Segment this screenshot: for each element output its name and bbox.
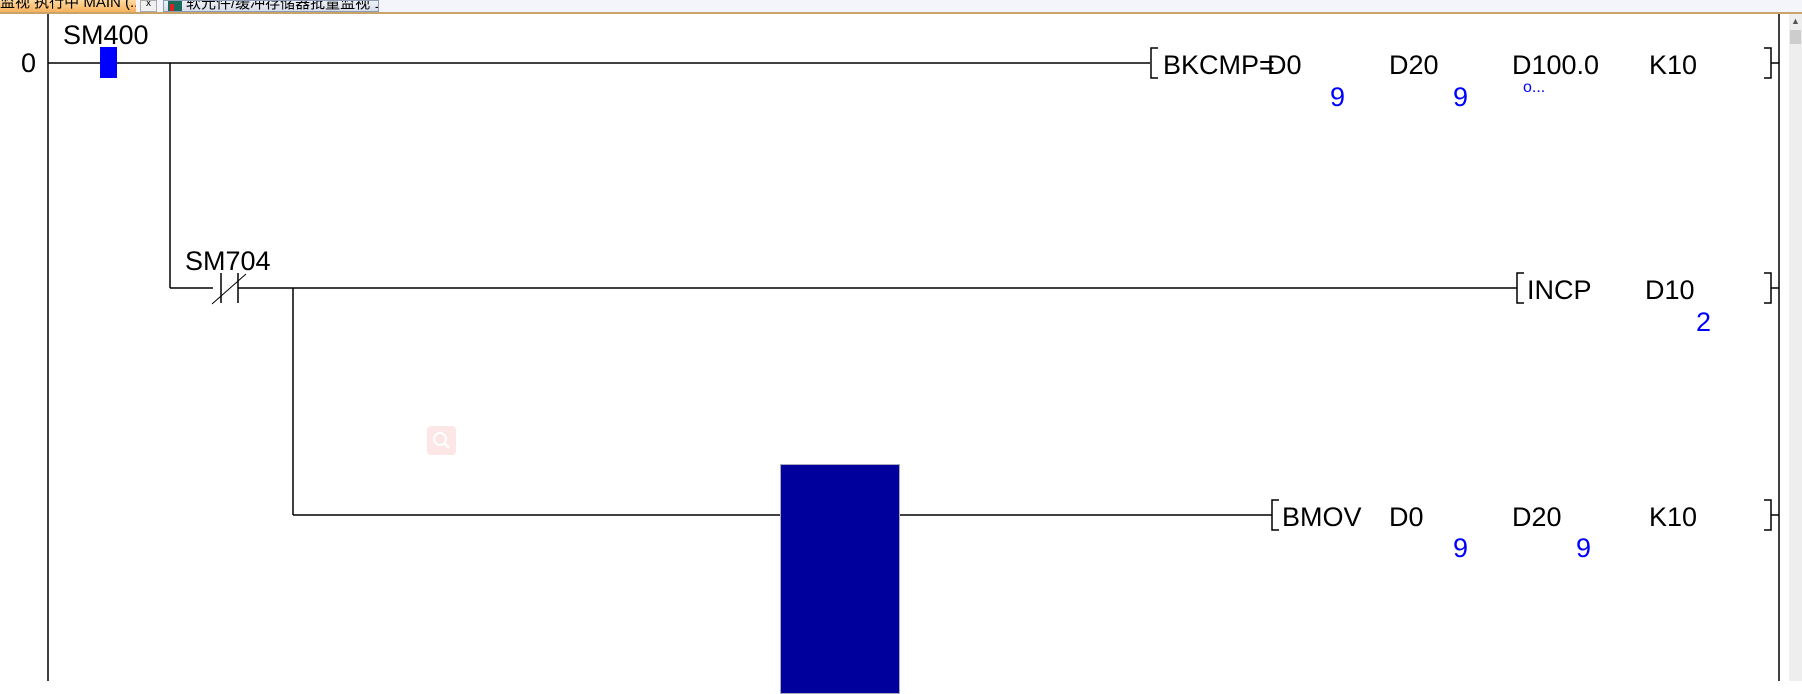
bracket-open [1516,272,1524,304]
contact-device-label: SM704 [185,246,271,276]
monitor-value: 9 [1330,82,1346,112]
monitor-window-icon [168,1,182,11]
scroll-thumb[interactable] [1790,30,1801,44]
monitor-value: 2 [1696,307,1712,337]
magnifier-icon[interactable] [427,426,456,455]
bracket-open [1271,499,1279,531]
vertical-scrollbar[interactable]: ▲ [1789,14,1802,681]
monitor-value: 9 [1576,533,1592,563]
step-number: 0 [21,48,37,78]
bracket-close [1764,47,1779,79]
bracket-close [1764,499,1779,531]
operand: D10 [1645,275,1695,305]
monitor-value: 9 [1453,533,1469,563]
bracket-open [1150,47,1158,79]
tab-device-batch-monitor[interactable]: 软元件/缓冲存储器批量监视 1 (... [163,0,379,12]
tab-close-button[interactable]: x [140,0,157,12]
operand: K10 [1649,502,1698,532]
operand: D0 [1267,50,1302,80]
operand: D100.0 [1512,50,1600,80]
operand: K10 [1649,50,1698,80]
ladder-cursor[interactable] [780,464,900,694]
operand: D0 [1389,502,1424,532]
tab-ladder-monitor[interactable]: 监视 执行中 MAIN (... [0,0,136,12]
contact-sm400-energized[interactable] [100,47,117,78]
editor-tab-strip: 监视 执行中 MAIN (... x 软元件/缓冲存储器批量监视 1 (... [0,0,1802,14]
instruction-mnemonic[interactable]: INCP [1527,275,1592,305]
monitor-value: 9 [1453,82,1469,112]
operand: D20 [1512,502,1562,532]
operand: D20 [1389,50,1439,80]
monitor-value: o... [1523,79,1546,96]
instruction-mnemonic[interactable]: BMOV [1282,502,1362,532]
scroll-up-arrow-icon[interactable]: ▲ [1791,16,1800,26]
tab-label: 软元件/缓冲存储器批量监视 1 (... [186,0,378,12]
tab-label: 监视 执行中 MAIN (... [0,0,136,11]
instruction-mnemonic[interactable]: BKCMP= [1163,50,1275,80]
nc-contact-slash [211,273,247,305]
contact-device-label: SM400 [63,20,149,50]
bracket-close [1764,272,1779,304]
